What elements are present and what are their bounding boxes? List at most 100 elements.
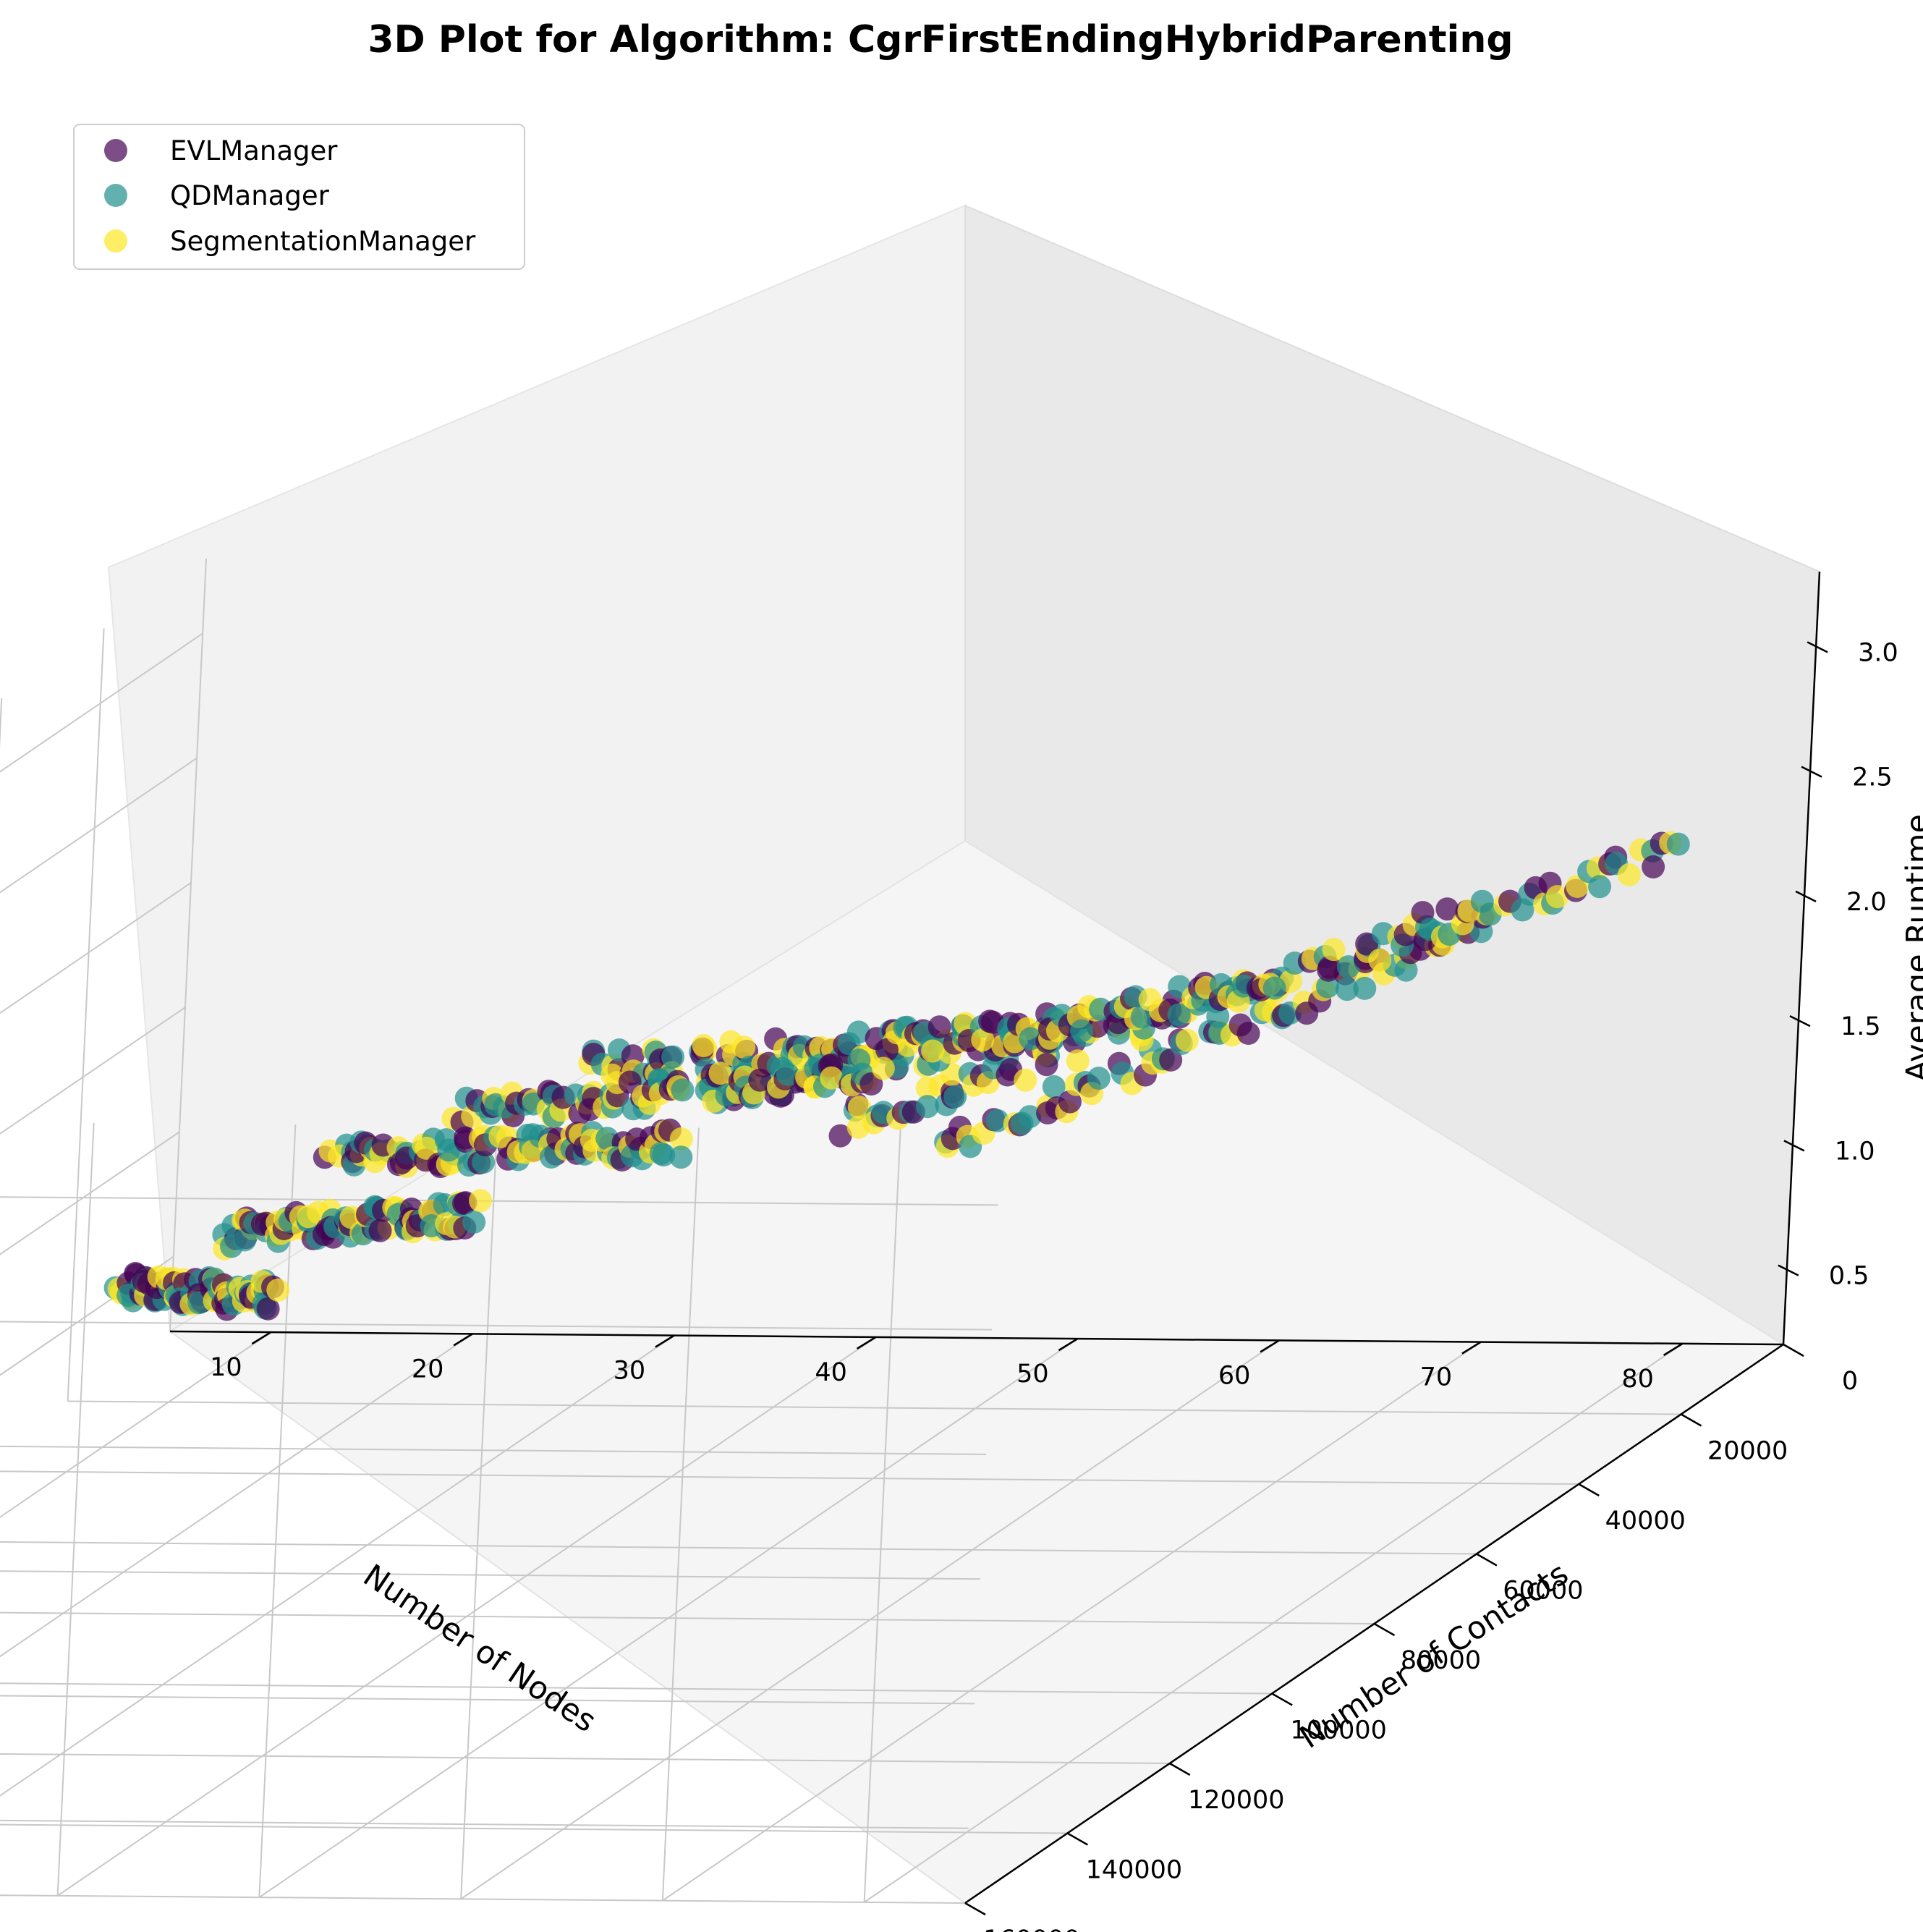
point-segmentationmanager [871, 1056, 895, 1080]
z-axis-line [1782, 571, 1821, 1345]
point-qdmanager [943, 1085, 967, 1109]
point-evlmanager [1236, 1022, 1260, 1045]
point-evlmanager [256, 1297, 280, 1321]
x-tick-mark [251, 1331, 272, 1345]
grid-line [0, 632, 203, 773]
grid-line [661, 1127, 700, 1901]
point-evlmanager [1317, 955, 1341, 979]
grid-line [0, 1682, 1273, 1695]
point-evlmanager [1435, 897, 1459, 921]
grid-line [56, 1122, 95, 1896]
point-qdmanager [1316, 975, 1339, 999]
point-qdmanager [1042, 1075, 1066, 1098]
x-tick-mark [655, 1334, 675, 1348]
x-tick-mark [1461, 1341, 1482, 1355]
grid-line [460, 1126, 498, 1899]
point-segmentationmanager [1368, 948, 1392, 972]
chart-title: 3D Plot for Algorithm: CgrFirstEndingHyb… [368, 18, 1513, 62]
grid-line [0, 1445, 987, 1455]
point-segmentationmanager [669, 1127, 693, 1151]
point-segmentationmanager [1617, 863, 1641, 886]
legend-label-segmentationmanager: SegmentationManager [170, 226, 476, 257]
grid-line [0, 1611, 1375, 1624]
point-qdmanager [1335, 978, 1359, 1001]
point-segmentationmanager [732, 1035, 756, 1059]
y-tick-label: 100000 [1290, 1716, 1387, 1745]
z-tick-label: 1.5 [1841, 1012, 1881, 1041]
x-tick-mark [453, 1333, 473, 1347]
axis-lines [169, 571, 1828, 1916]
grid-line [258, 1124, 297, 1898]
x-tick-labels: 80 70 60 50 40 30 20 10 [210, 1353, 1654, 1394]
y-tick-label: 60000 [1503, 1577, 1583, 1606]
legend-marker-qdmanager [104, 184, 127, 207]
z-tick-label: 1.0 [1835, 1137, 1875, 1166]
grid-line [169, 558, 207, 1332]
z-tick-label: 3.0 [1858, 638, 1898, 667]
grid-line [0, 1695, 975, 1705]
legend-label-evlmanager: EVLManager [170, 135, 338, 166]
grid-line [0, 1541, 1477, 1555]
y-tick-mark [1373, 1622, 1396, 1637]
legend-marker-segmentationmanager [104, 229, 127, 253]
z-tick-mark [1801, 766, 1822, 778]
grid-line [0, 882, 192, 1014]
point-qdmanager [1167, 1003, 1191, 1027]
z-tick-mark [1789, 1015, 1811, 1028]
point-qdmanager [233, 1228, 257, 1252]
y-tick-mark [1681, 1413, 1702, 1427]
y-tick-label: 80000 [1401, 1646, 1481, 1675]
grid-line [0, 1331, 271, 1518]
point-evlmanager [927, 1015, 951, 1039]
grid-line [0, 1823, 1068, 1834]
point-segmentationmanager [1545, 885, 1569, 909]
point-qdmanager [671, 1078, 695, 1102]
y-tick-label: 160000 [983, 1925, 1080, 1932]
point-segmentationmanager [1322, 938, 1346, 962]
point-evlmanager [1159, 1048, 1183, 1072]
grid-line [0, 698, 3, 749]
grid-line [0, 1196, 998, 1206]
x-tick-label: 70 [1420, 1363, 1453, 1392]
point-qdmanager [1018, 1105, 1042, 1129]
point-qdmanager [1087, 1067, 1111, 1090]
x-tick-label: 40 [815, 1358, 847, 1387]
point-segmentationmanager [469, 1189, 492, 1213]
point-evlmanager [368, 1219, 392, 1242]
point-qdmanager [437, 1138, 461, 1162]
point-qdmanager [661, 1045, 685, 1069]
point-segmentationmanager [266, 1278, 290, 1302]
grid-line [0, 1007, 186, 1135]
grid-line [0, 1570, 980, 1580]
point-evlmanager [1035, 1053, 1058, 1077]
grid-line [67, 1400, 1681, 1415]
z-tick-mark [1795, 890, 1817, 902]
y-tick-labels: 0 20000 40000 60000 80000 100000 120000 … [983, 1367, 1858, 1932]
grid-line [0, 1819, 969, 1829]
point-qdmanager [1353, 976, 1377, 1000]
grid-line [0, 1321, 993, 1331]
point-segmentationmanager [1014, 1068, 1037, 1092]
y-tick-mark [964, 1902, 986, 1916]
point-qdmanager [1394, 958, 1418, 982]
grid-line [0, 1131, 180, 1255]
legend-label-qdmanager: QDManager [170, 180, 330, 211]
x-tick-mark [1663, 1342, 1684, 1356]
point-segmentationmanager [1175, 1028, 1199, 1052]
x-tick-label: 60 [1218, 1361, 1251, 1390]
x-tick-label: 10 [210, 1353, 242, 1382]
grid-line [0, 1753, 1170, 1764]
point-segmentationmanager [820, 1066, 844, 1090]
grid-line [0, 757, 198, 894]
y-tick-label: 40000 [1605, 1507, 1686, 1535]
z-tick-mark [1807, 641, 1828, 653]
y-tick-mark [1066, 1832, 1088, 1846]
point-qdmanager [669, 1145, 693, 1169]
axes-panes [107, 204, 1821, 1905]
point-segmentationmanager [692, 1034, 716, 1057]
y-tick-mark [1476, 1553, 1498, 1567]
point-evlmanager [1642, 855, 1665, 878]
point-segmentationmanager [415, 1136, 438, 1160]
y-tick-mark [1783, 1343, 1804, 1357]
